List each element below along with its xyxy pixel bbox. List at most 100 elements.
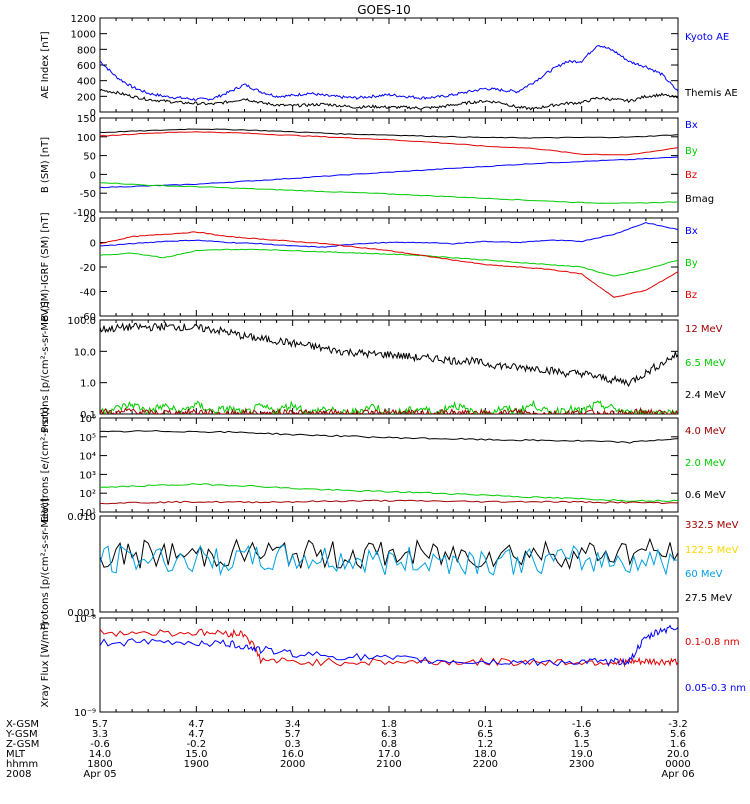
y-axis-label: Xray Flux [W/m²] [40, 622, 51, 707]
series-line-bz [100, 131, 678, 156]
legend-entry: 2.0 MeV [685, 458, 726, 469]
series-line-0-1-0-8-nm [100, 628, 678, 668]
series-line-27-5-mev [100, 537, 678, 570]
legend-entry: 0.6 MeV [685, 490, 726, 501]
series-line-0-05-0-3-nm [100, 624, 678, 667]
series-line-bx [100, 156, 678, 189]
series-line-2-0-mev [100, 483, 678, 502]
legend-entry: 0.05-0.3 nm [685, 683, 746, 694]
x-axis-value: 2000 [280, 759, 305, 770]
series-line-12-mev [100, 406, 678, 414]
y-tick-label: -60 [80, 312, 96, 323]
x-axis-value: Apr 05 [83, 769, 116, 780]
x-axis-value: 1.8 [381, 719, 397, 730]
y-tick-label: 0 [90, 170, 96, 181]
legend-entry: By [685, 146, 698, 157]
x-axis-value: 20.0 [667, 749, 689, 760]
legend-entry: 2.4 MeV [685, 390, 726, 401]
panel-frame-5 [99, 417, 679, 513]
x-axis-value: Apr 06 [661, 769, 694, 780]
y-tick-label: 10¹ [79, 508, 96, 519]
x-axis-value: 4.7 [188, 729, 204, 740]
x-axis-value: 5.6 [670, 729, 686, 740]
x-axis-value: 5.7 [92, 719, 108, 730]
x-axis-value: 17.0 [378, 749, 400, 760]
x-axis-row-label: hhmm [6, 759, 38, 770]
series-line-by [100, 248, 678, 277]
x-axis-value: 0000 [665, 759, 690, 770]
x-axis-row-label: 2008 [6, 769, 31, 780]
series-line-2-4-mev [100, 321, 678, 388]
legend-entry: Bz [685, 170, 697, 181]
x-axis-value: 1.6 [670, 739, 686, 750]
y-tick-label: 10² [79, 489, 96, 500]
x-axis-value: 6.3 [574, 729, 590, 740]
y-tick-label: 1.0 [80, 379, 96, 390]
x-axis-value: 3.4 [285, 719, 301, 730]
y-tick-label: -100 [73, 208, 96, 219]
y-tick-label: 600 [77, 61, 96, 72]
y-axis-label: B (SM) [nT] [40, 137, 51, 193]
y-tick-label: 10.0 [74, 347, 96, 358]
panel-frame-7 [99, 617, 679, 713]
x-axis-value: 0.1 [477, 719, 493, 730]
x-axis-value: -0.2 [187, 739, 207, 750]
series-line-4-0-mev [100, 499, 678, 505]
series-line-60-mev [100, 544, 678, 577]
x-axis-row-label: Z-GSM [6, 739, 39, 750]
x-axis-value: 18.0 [474, 749, 496, 760]
y-tick-label: 800 [77, 45, 96, 56]
legend-entry: 12 MeV [685, 324, 723, 335]
legend-entry: 122.5 MeV [685, 545, 739, 556]
y-tick-label: 10⁶ [79, 414, 96, 425]
x-axis-value: 19.0 [571, 749, 593, 760]
y-tick-label: 1200 [71, 14, 96, 25]
legend-entry: Bx [685, 226, 698, 237]
series-line-by [100, 182, 678, 204]
legend-entry: Bz [685, 290, 697, 301]
y-tick-label: 0.001 [67, 608, 96, 619]
legend-entry: 0.1-0.8 nm [685, 637, 740, 648]
x-axis-value: 2100 [376, 759, 401, 770]
x-axis-value: 6.5 [477, 729, 493, 740]
x-axis-value: 16.0 [282, 749, 304, 760]
x-axis-row-label: X-GSM [6, 719, 39, 730]
series-line-bx [100, 221, 678, 248]
x-axis-value: 4.7 [188, 719, 204, 730]
y-axis-label: Protons [p/(cm²-s-sr-MeV)] [40, 498, 51, 630]
legend-entry: Kyoto AE [685, 32, 729, 43]
x-axis-value: 1.2 [477, 739, 493, 750]
x-axis-value: 1900 [184, 759, 209, 770]
x-axis-value: 1800 [87, 759, 112, 770]
x-axis-value: 5.7 [285, 729, 301, 740]
y-tick-label: 400 [77, 77, 96, 88]
plot-title: GOES-10 [357, 3, 411, 17]
y-tick-label: 100 [77, 133, 96, 144]
x-axis-value: 2300 [569, 759, 594, 770]
series-line-bmag [100, 128, 678, 139]
y-tick-label: 200 [77, 92, 96, 103]
x-axis-row-label: Y-GSM [5, 729, 38, 740]
y-tick-label: -50 [80, 189, 96, 200]
legend-entry: 6.5 MeV [685, 358, 726, 369]
legend-entry: 4.0 MeV [685, 426, 726, 437]
legend-entry: Bx [685, 120, 698, 131]
y-tick-label: 10⁻⁹ [74, 708, 96, 719]
y-axis-label: Electrons [e/(cm²-s-sr)] [40, 407, 51, 523]
legend-entry: 27.5 MeV [685, 593, 732, 604]
y-tick-label: 10⁵ [79, 433, 96, 444]
y-tick-label: 1000 [71, 30, 96, 41]
x-axis-value: -0.6 [90, 739, 110, 750]
x-axis-row-label: MLT [6, 749, 26, 760]
y-axis-label: B (SM)-IGRF (SM) [nT] [40, 212, 51, 321]
y-tick-label: 0 [90, 239, 96, 250]
y-tick-label: -40 [80, 288, 96, 299]
y-axis-label: AE Index [nT] [40, 31, 51, 98]
y-tick-label: 0.010 [67, 512, 96, 523]
series-line-themis-ae [100, 88, 678, 111]
legend-entry: By [685, 258, 698, 269]
series-line-0-6-mev [100, 429, 678, 444]
series-line-kyoto-ae [100, 45, 678, 101]
panel-frame-4 [99, 319, 679, 415]
